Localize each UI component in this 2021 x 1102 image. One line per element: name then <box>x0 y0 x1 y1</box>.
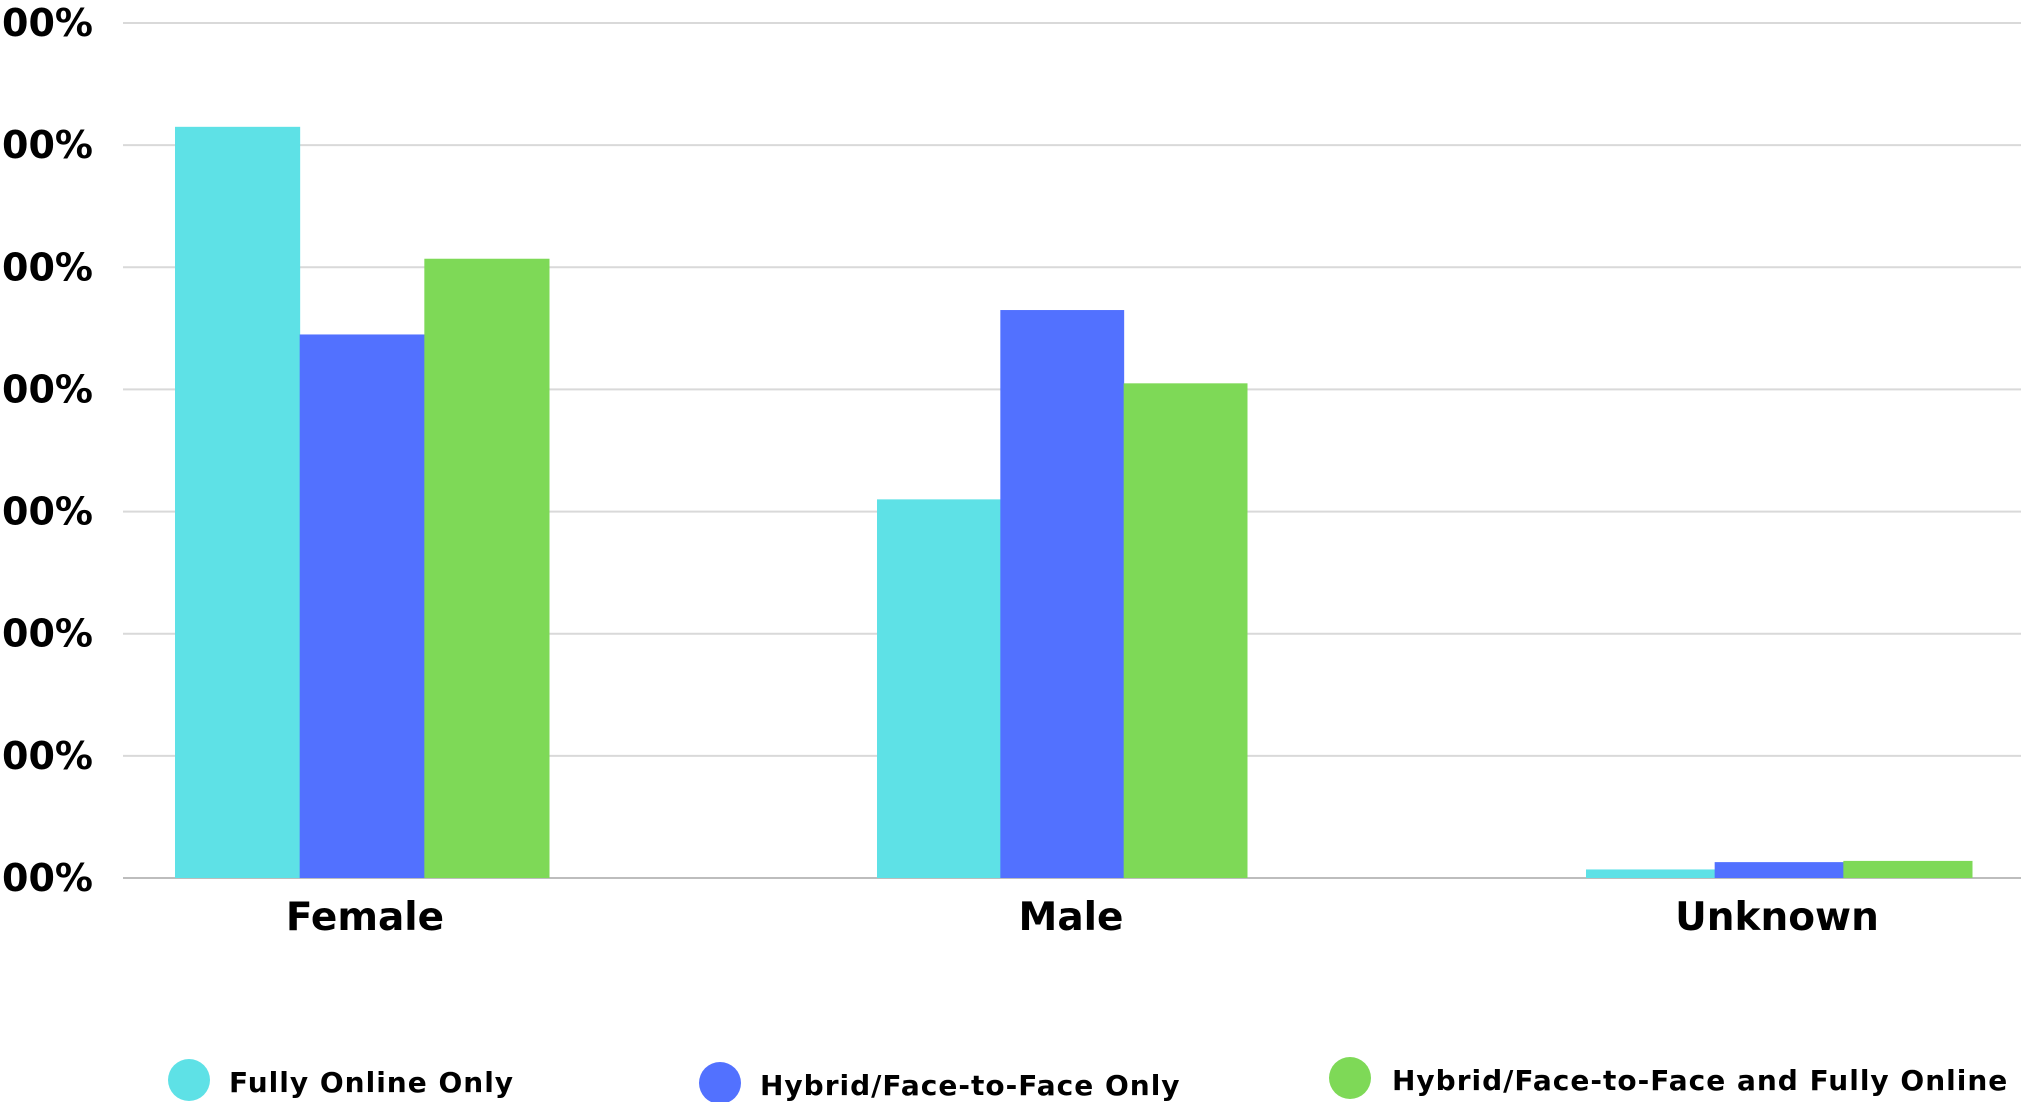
y-tick-label: .00% <box>0 123 93 167</box>
y-tick-label: .00% <box>0 245 93 289</box>
bar-male-series-3 <box>1123 383 1248 878</box>
bar-unknown-series-3 <box>1843 860 1973 878</box>
legend: Fully Online Only Hybrid/Face-to-Face Onl… <box>168 1057 2008 1102</box>
y-tick-label: .00% <box>0 612 93 656</box>
y-tick-label: .00% <box>0 367 93 411</box>
legend-label: Hybrid/Face-to-Face Only <box>760 1069 1181 1102</box>
x-category-label: Female <box>286 895 444 940</box>
y-axis-tick-labels: .00% .00% .00% .00% .00% .00% .00% .00% <box>0 1 93 900</box>
bars <box>175 126 1973 879</box>
bar-male-series-1 <box>877 499 1001 878</box>
y-tick-label: .00% <box>0 856 93 900</box>
y-tick-label: .00% <box>0 490 93 534</box>
bar-female-series-2 <box>299 334 425 878</box>
x-category-label: Unknown <box>1675 895 1879 940</box>
y-tick-label: .00% <box>0 734 93 778</box>
legend-swatch <box>1329 1057 1371 1099</box>
bar-unknown-series-2 <box>1714 862 1844 878</box>
legend-swatch <box>699 1062 741 1102</box>
legend-swatch <box>168 1059 210 1101</box>
bar-unknown-series-1 <box>1586 869 1716 878</box>
legend-label: Hybrid/Face-to-Face and Fully Online <box>1392 1064 2008 1097</box>
y-tick-label: .00% <box>0 1 93 45</box>
category-labels: Female Male Unknown <box>286 895 1879 940</box>
x-category-label: Male <box>1019 895 1124 940</box>
bar-male-series-2 <box>1000 310 1125 878</box>
legend-label: Fully Online Only <box>229 1066 514 1099</box>
bar-female-series-1 <box>175 126 301 879</box>
bar-female-series-3 <box>424 258 550 878</box>
